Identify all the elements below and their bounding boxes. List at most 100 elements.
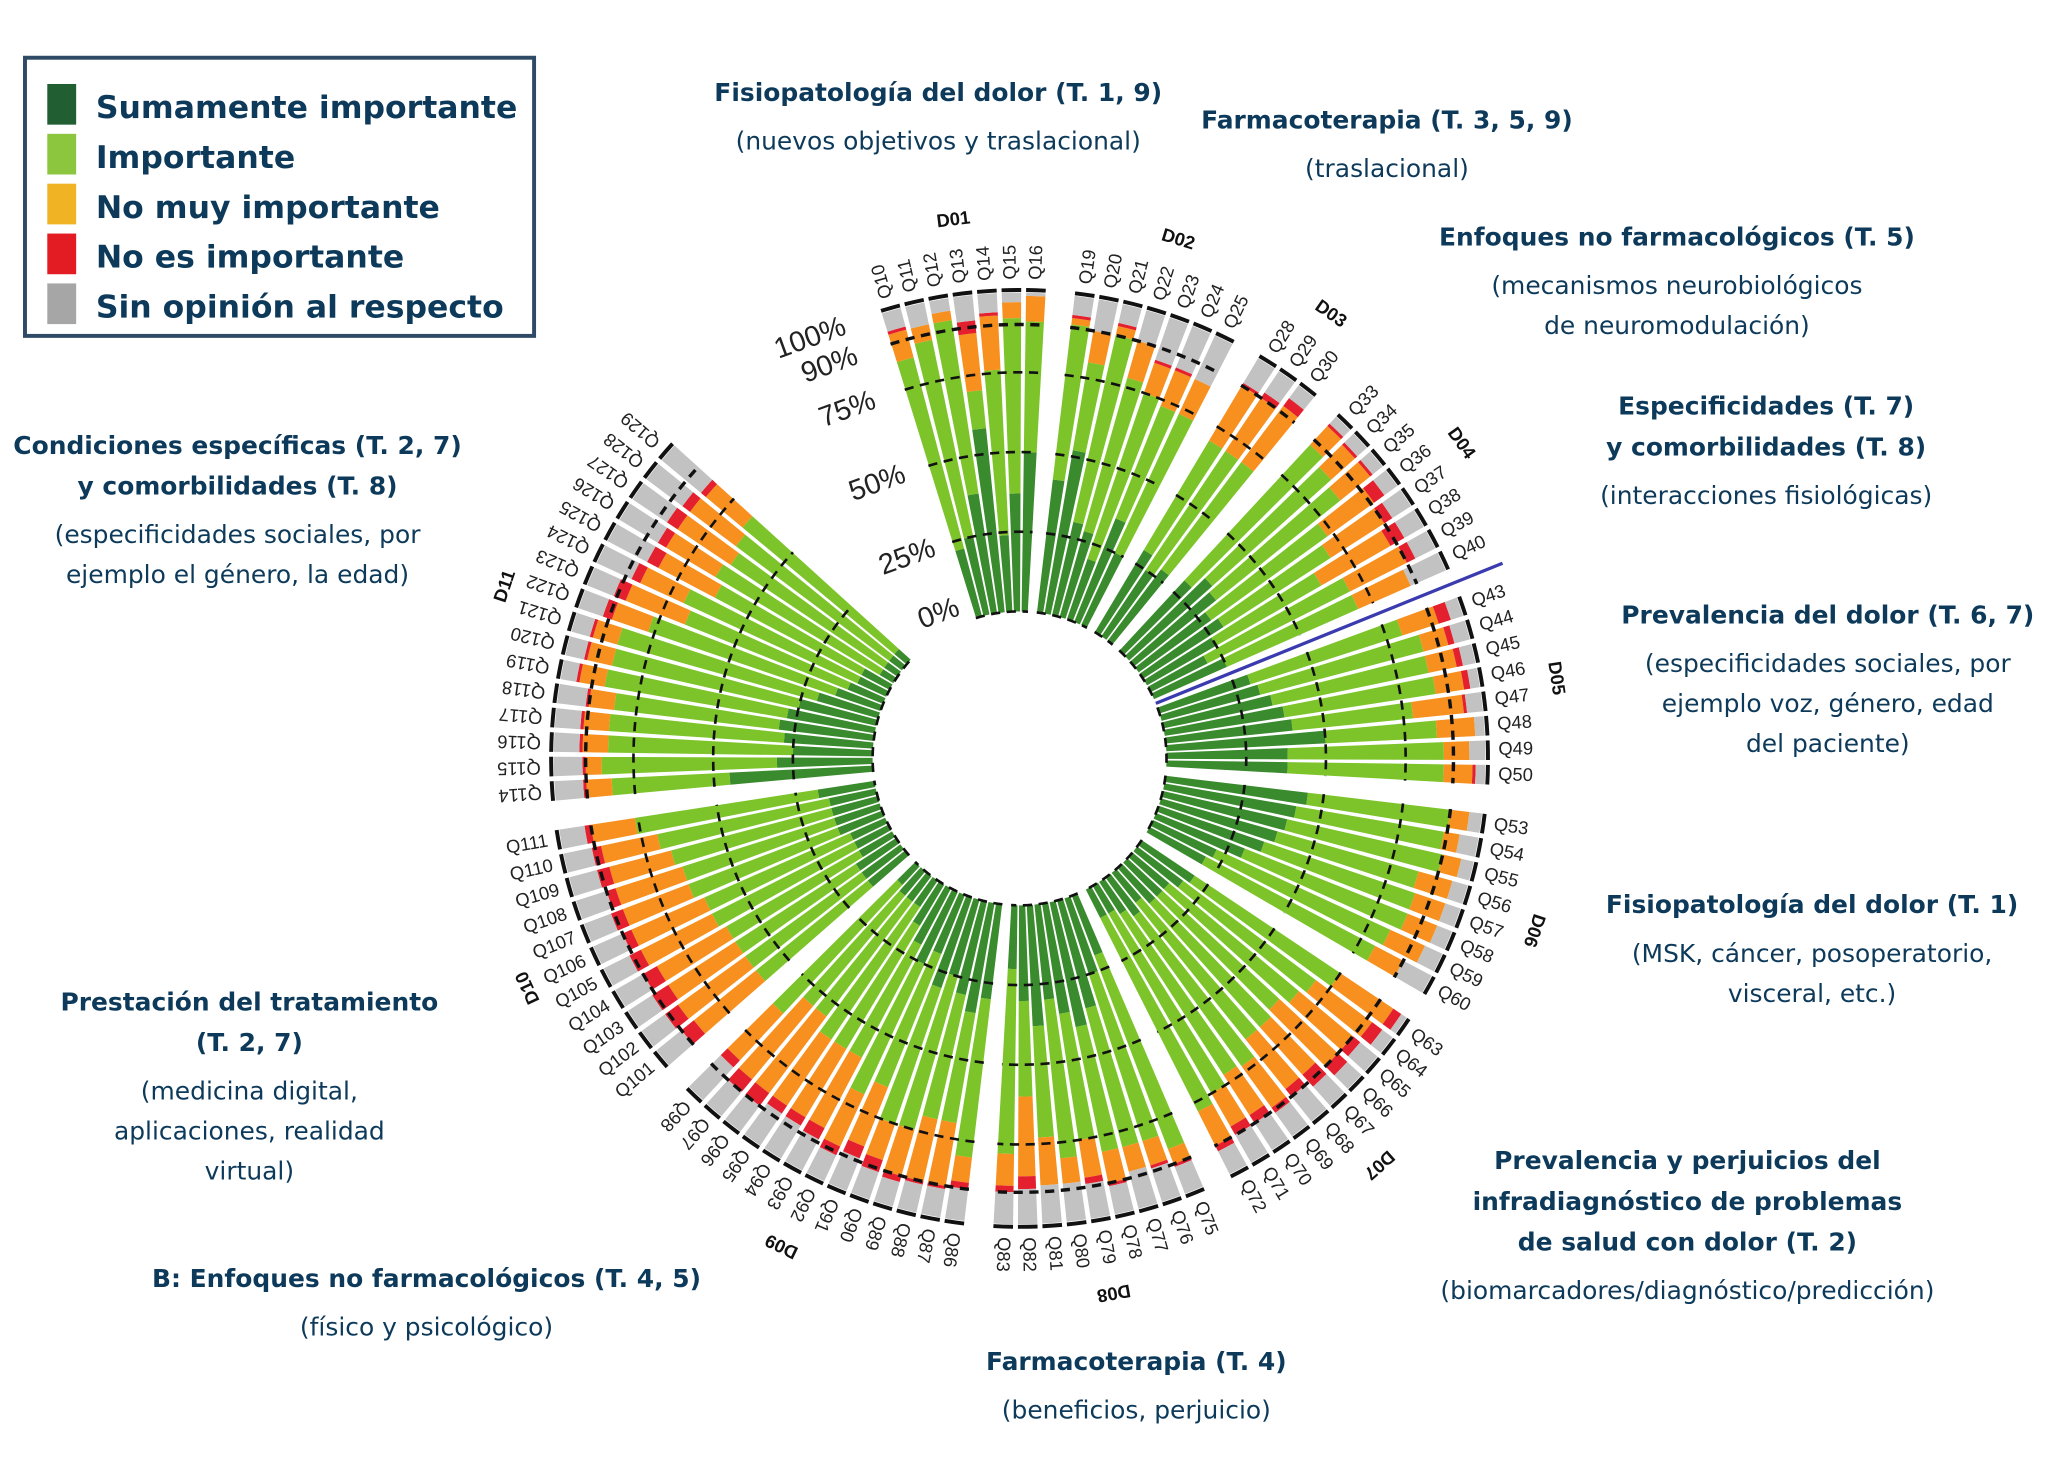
bar-segment-not-important [1285,1077,1306,1097]
bar-segment-not-very-important [1078,1137,1102,1178]
annotation-block: Condiciones específicas (T. 2, 7) y comor… [13,431,461,589]
bar-segment-extremely-important [1042,902,1070,1014]
question-label: Q77 [1143,1215,1173,1254]
annotation-subtitle: (nuevos objetivos y traslacional) [736,127,1141,156]
bar-segment-extremely-important [1044,450,1086,615]
bar-segment-not-very-important [1197,1103,1232,1146]
bar-segment-not-important [576,663,583,683]
bar-segment-no-opinion [603,955,639,986]
annotation-subtitle: visceral, etc.) [1728,979,1896,1008]
bar-segment-no-opinion [1390,1013,1407,1034]
bar-cap [1462,885,1473,906]
question-label: Q88 [887,1221,916,1260]
bar-segment-not-very-important [809,1050,862,1129]
bar-cap [685,1087,703,1104]
bar-segment-not-important [1341,1036,1361,1057]
bar-segment-no-opinion [881,308,906,332]
bar-segment-important [1287,762,1444,783]
bar-segment-important [608,713,785,743]
annotation-subtitle: (especificidades sociales, por [55,520,422,549]
bar-segment-not-important [1117,322,1137,331]
bar-segment-important [1282,676,1436,718]
bar-segment-not-very-important [677,956,754,1019]
gridline-0 [1145,775,1167,834]
bar-segment-important [634,789,820,835]
bar-segment-no-opinion [1429,925,1453,950]
bar-segment-no-opinion [706,1079,742,1117]
bar-segment-not-important [682,492,701,512]
gridline-25 [1006,965,1110,987]
bar-segment-not-very-important [705,484,753,528]
bar-segment-important [715,564,884,675]
bar-segment-extremely-important [1146,826,1206,865]
bar-segment-not-very-important [1411,694,1464,719]
question-label: Q118 [500,677,546,704]
bar-segment-no-opinion [1438,903,1461,927]
axis-tick-label: 50% [845,458,910,508]
bar-segment-important [1052,324,1090,482]
bar-segment-extremely-important [1018,905,1029,1002]
gridline-50 [928,450,1038,468]
bar-segment-no-opinion [584,913,618,942]
bar-segment-important [1212,849,1391,946]
bar-segment-not-very-important [668,941,744,1000]
bar-segment-extremely-important [817,780,876,799]
bar-segment-no-opinion [851,1165,879,1200]
bar-segment-important [849,940,922,1058]
bar-segment-no-opinion [1360,451,1383,475]
bar-segment-no-opinion [656,1030,694,1066]
bar-segment-not-very-important [1322,508,1385,558]
annotation-title: Prevalencia y perjuicios del [1494,1146,1881,1175]
bar-segment-important [997,968,1017,1155]
bar-segment-important [614,693,781,730]
bar-segment-extremely-important [879,669,897,684]
question-label: Q117 [498,704,543,729]
bar-segment-not-very-important [1101,1148,1127,1184]
bar-segment-no-opinion [1128,1166,1158,1209]
bar-segment-important [879,984,942,1124]
bar-segment-important [1059,1012,1095,1140]
bar-segment-important [815,896,913,1017]
bar-cap [1471,643,1481,664]
bar-segment-no-opinion [1072,295,1095,318]
annotation-subtitle: (mecanismos neurobiológicos [1491,271,1862,300]
bar-segment-no-opinion [1291,1084,1327,1122]
bar-segment-no-opinion [1467,667,1480,689]
bar-segment-important [604,669,789,719]
bar-segment-no-opinion [1085,1180,1111,1219]
bar-segment-no-opinion [953,294,976,323]
bar-cap [1454,908,1465,929]
bar-segment-important [1189,875,1341,987]
bar-segment-not-important [666,507,688,530]
legend-swatch-2 [47,183,77,225]
bar-cap [1169,313,1190,324]
bar-segment-not-very-important [905,1115,938,1182]
bar-segment-not-important [700,479,718,497]
bar-cap [1348,1075,1365,1093]
bar-segment-extremely-important [855,838,900,871]
bar-segment-not-very-important [1432,671,1465,694]
divider-line [1155,561,1504,705]
bar-segment-extremely-important [1071,893,1103,956]
annotation-title: (T. 2, 7) [196,1028,303,1057]
bar-cap [904,297,925,307]
bar-segment-not-important [579,733,584,753]
question-label: Q114 [498,783,543,807]
bar-segment-no-opinion [560,659,580,682]
gridline-25 [857,916,994,985]
bar-segment-no-opinion [905,302,929,329]
bar-segment-important [1075,1024,1119,1152]
bar-segment-extremely-important [1036,479,1065,614]
bar-cap [1381,1037,1397,1056]
bar-segment-not-very-important [1289,991,1353,1050]
group-label: D03 [1312,295,1352,332]
gridline-50 [1001,1038,1142,1067]
bar-segment-not-important [842,1139,865,1159]
annotation-title: infradiagnóstico de problemas [1473,1187,1903,1216]
bar-segment-no-opinion [1464,691,1483,713]
bar-segment-extremely-important [1117,863,1156,904]
bar-segment-extremely-important [1099,878,1127,915]
bar-cap [1114,1210,1135,1219]
bar-cap [1298,381,1317,397]
bar-segment-not-important [956,320,977,336]
